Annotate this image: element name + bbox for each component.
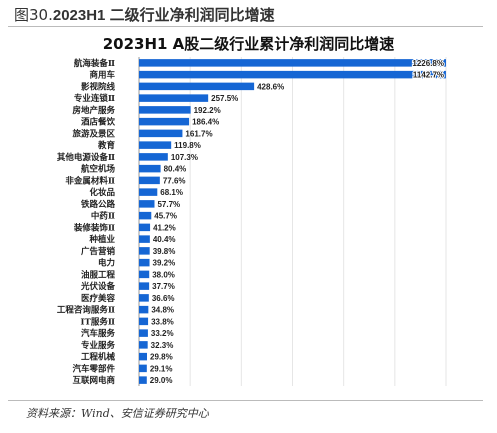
value-label: 192.2%	[194, 106, 221, 115]
bar	[139, 59, 446, 67]
value-label: 57.7%	[157, 200, 180, 209]
value-label: 32.3%	[151, 341, 174, 350]
bar	[139, 200, 155, 208]
value-label: 36.6%	[152, 294, 175, 303]
category-label: 教育	[97, 140, 116, 151]
category-label: 汽车零部件	[72, 363, 115, 374]
value-label: 45.7%	[154, 212, 177, 221]
value-label: 1226.8%	[412, 59, 444, 68]
bar	[139, 176, 160, 185]
value-label: 33.8%	[151, 317, 174, 326]
category-label: 中药Ⅱ	[91, 211, 115, 222]
category-label: IT服务Ⅱ	[81, 316, 115, 327]
value-label: 80.4%	[164, 165, 187, 174]
value-label: 77.6%	[163, 176, 186, 185]
category-label: 酒店餐饮	[81, 117, 116, 128]
bar	[139, 188, 158, 196]
category-label: 广告营销	[81, 246, 116, 257]
category-label: 工程咨询服务Ⅱ	[57, 305, 115, 316]
value-label: 34.8%	[151, 306, 174, 315]
figure-caption: 2023H1 二级行业净利润同比增速	[52, 7, 275, 24]
value-label: 40.4%	[153, 235, 176, 244]
value-label: 41.2%	[153, 223, 176, 232]
value-label: 38.0%	[152, 270, 175, 279]
value-label: 33.2%	[151, 329, 174, 338]
value-label: 68.1%	[160, 188, 183, 197]
bar	[139, 352, 148, 361]
value-label: 119.8%	[174, 141, 201, 150]
bar	[139, 153, 168, 161]
bar	[139, 82, 255, 91]
category-label: 化妆品	[89, 187, 115, 198]
value-label: 29.0%	[150, 376, 173, 385]
value-label: 257.5%	[211, 94, 238, 103]
category-label: 工程机械	[81, 352, 116, 363]
chart-title: 2023H1 A股二级行业累计净利润同比增速	[102, 35, 395, 53]
bar	[139, 211, 152, 220]
category-label: 互联网电商	[72, 375, 115, 386]
category-label: 旅游及景区	[71, 128, 115, 139]
category-label: 油服工程	[81, 269, 116, 280]
bar	[139, 329, 148, 337]
figure-number: 图30.	[14, 6, 53, 24]
category-label: 房地产服务	[72, 105, 115, 116]
value-label: 428.6%	[257, 82, 284, 91]
bar	[139, 70, 446, 79]
value-label: 29.1%	[150, 364, 173, 373]
category-label: 专业连锁Ⅱ	[74, 93, 115, 104]
category-label: 专业服务	[81, 340, 116, 351]
bar	[139, 164, 161, 173]
bar	[139, 129, 183, 138]
bar	[139, 117, 190, 126]
value-label: 107.3%	[171, 153, 198, 162]
source-note: 资料来源：Wind、安信证券研究中心	[26, 407, 209, 420]
value-label: 186.4%	[192, 118, 219, 127]
bar	[139, 223, 151, 232]
bar	[139, 106, 191, 114]
bar	[139, 258, 150, 267]
category-label: 光伏设备	[80, 281, 116, 292]
bar	[139, 294, 149, 302]
top-divider	[8, 26, 483, 27]
value-label: 37.7%	[152, 282, 175, 291]
bar	[139, 364, 147, 373]
bar	[139, 282, 150, 290]
bar	[139, 341, 148, 349]
value-label: 1142.7%	[413, 71, 444, 80]
figure-title: 图30.2023H1 二级行业净利润同比增速	[14, 4, 275, 25]
bar	[139, 317, 149, 326]
category-label: 航空机场	[81, 164, 116, 175]
bar	[139, 247, 150, 255]
bar	[139, 141, 172, 149]
category-label: 其他电源设备Ⅱ	[57, 152, 115, 163]
bar	[139, 270, 150, 279]
category-label: 医疗美容	[81, 293, 116, 304]
category-label: 影视院线	[81, 81, 116, 92]
category-label: 航海装备Ⅱ	[74, 58, 115, 69]
value-label: 161.7%	[185, 129, 212, 138]
category-label: 装修装饰Ⅱ	[73, 222, 115, 233]
category-label: 非金属材料Ⅱ	[65, 175, 115, 186]
value-label: 39.8%	[153, 247, 176, 256]
bar	[139, 305, 149, 314]
bar	[139, 94, 209, 102]
bar	[139, 376, 147, 384]
category-label: 汽车服务	[81, 328, 116, 339]
category-label: 商用车	[89, 70, 115, 81]
value-label: 39.2%	[153, 259, 176, 268]
category-label: 电力	[98, 258, 115, 269]
bottom-divider	[8, 400, 483, 401]
category-label: 种植业	[88, 234, 115, 245]
category-label: 铁路公路	[81, 199, 116, 210]
bar	[139, 235, 150, 243]
value-label: 29.8%	[150, 353, 173, 362]
